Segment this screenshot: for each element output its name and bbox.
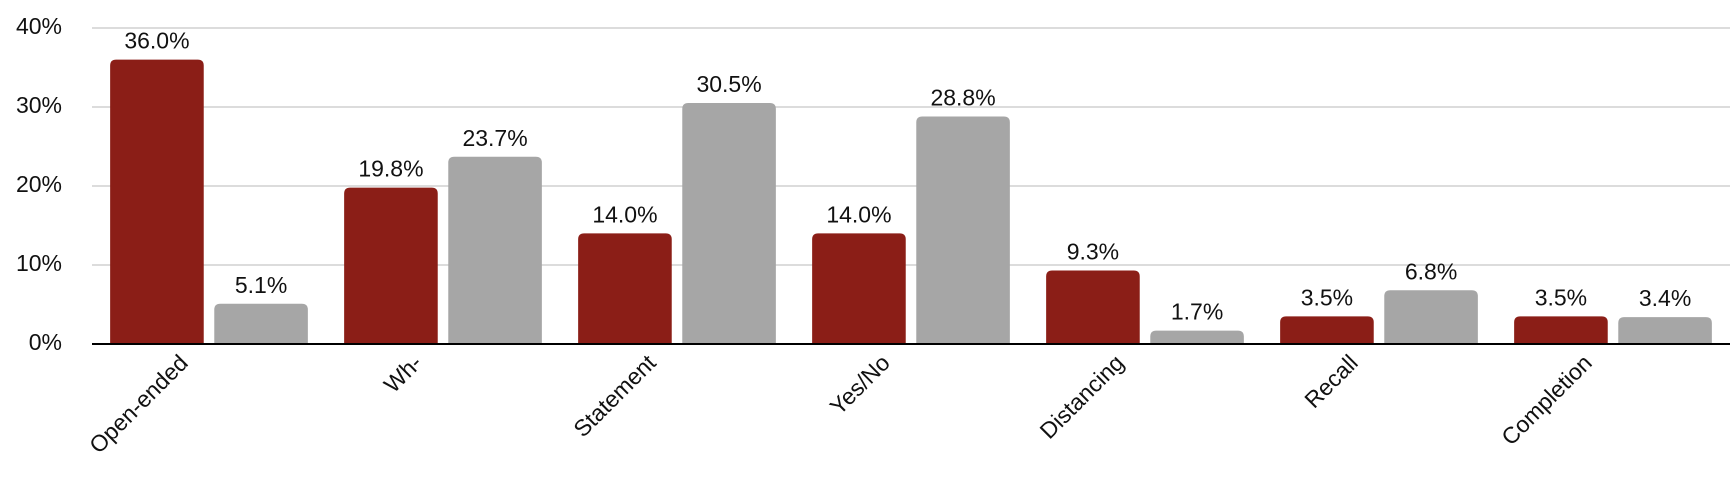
y-tick-label: 0% — [29, 329, 62, 355]
value-label: 28.8% — [930, 85, 995, 111]
value-label: 3.4% — [1639, 285, 1691, 311]
y-tick-label: 30% — [16, 92, 62, 118]
x-tick-label: Recall — [1299, 349, 1363, 413]
value-label: 23.7% — [462, 125, 527, 151]
bar — [448, 156, 542, 344]
value-label: 5.1% — [235, 272, 287, 298]
value-label: 9.3% — [1067, 239, 1119, 265]
x-tick-label: Yes/No — [825, 349, 895, 419]
bar — [578, 233, 672, 344]
bar — [812, 233, 906, 344]
value-label: 36.0% — [124, 28, 189, 54]
bar — [1618, 317, 1712, 344]
x-tick-label: Open-ended — [84, 349, 193, 458]
bar — [214, 303, 308, 344]
bar — [1280, 316, 1374, 344]
value-label: 19.8% — [358, 156, 423, 182]
y-tick-label: 20% — [16, 171, 62, 197]
y-tick-label: 40% — [16, 13, 62, 39]
bar — [1046, 270, 1140, 344]
x-tick-label: Distancing — [1035, 349, 1129, 443]
y-tick-label: 10% — [16, 250, 62, 276]
bar — [916, 116, 1010, 344]
x-tick-label: Statement — [568, 349, 661, 442]
bar — [1514, 316, 1608, 344]
bar — [1384, 290, 1478, 344]
bar — [344, 187, 438, 344]
bar — [110, 59, 204, 344]
x-tick-label: Wh- — [379, 349, 427, 397]
value-label: 3.5% — [1301, 284, 1353, 310]
value-label: 1.7% — [1171, 299, 1223, 325]
value-label: 14.0% — [592, 201, 657, 227]
value-label: 3.5% — [1535, 284, 1587, 310]
x-tick-label: Completion — [1496, 349, 1597, 450]
bar — [1150, 330, 1244, 344]
bar — [682, 103, 776, 344]
value-label: 6.8% — [1405, 258, 1457, 284]
value-label: 30.5% — [696, 71, 761, 97]
value-label: 14.0% — [826, 201, 891, 227]
